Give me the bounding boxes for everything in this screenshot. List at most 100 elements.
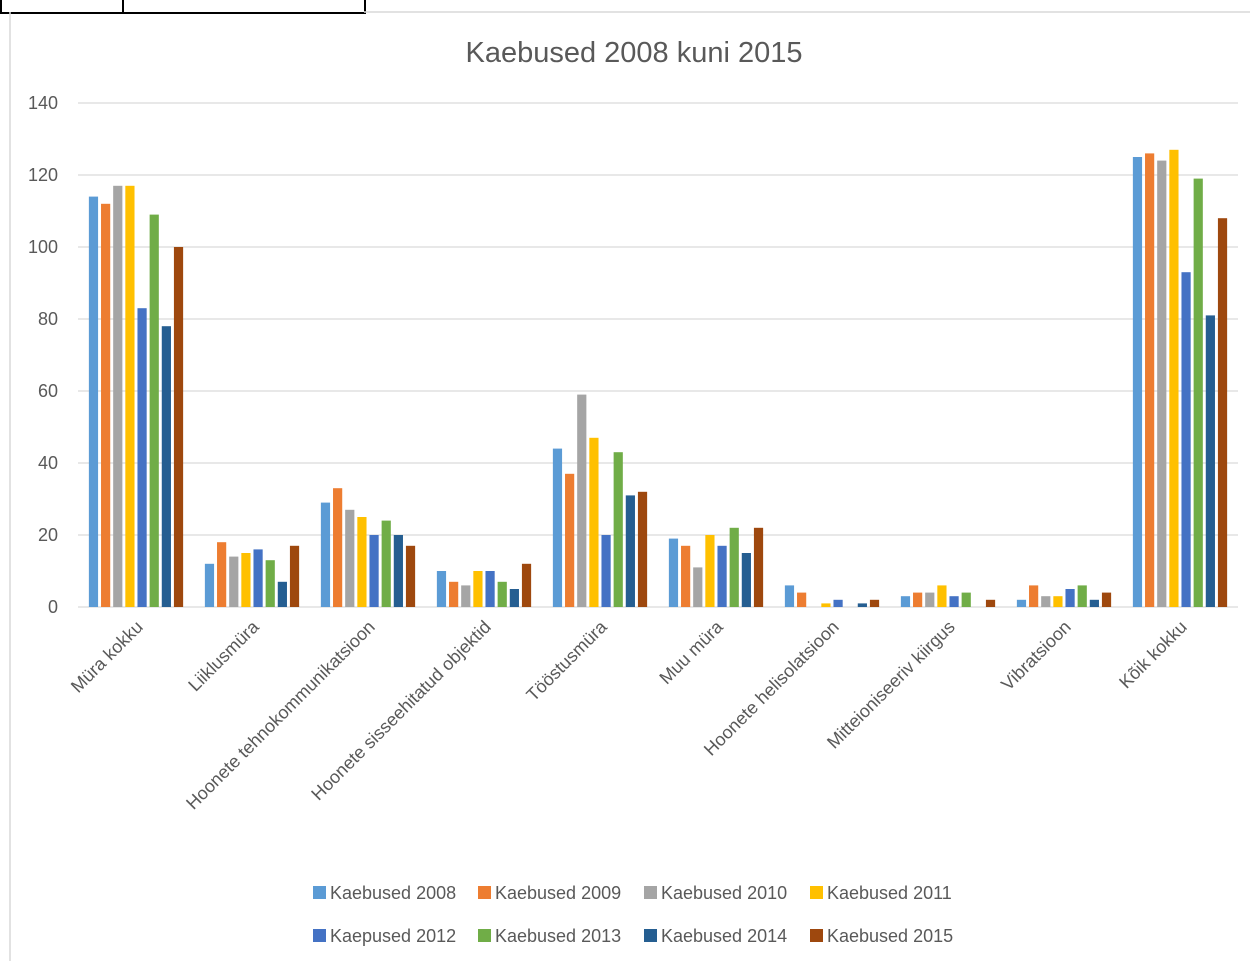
chart-title: Kaebused 2008 kuni 2015 [465,37,802,69]
x-tick-label: Tööstusmüra [522,616,611,705]
bar [589,437,599,607]
y-tick-label: 20 [38,525,58,545]
bar [405,545,416,607]
legend-entry: Kaebused 2008 [330,883,456,903]
bar [729,527,739,607]
bar [821,603,831,607]
bar [784,585,795,607]
legend-entry: Kaebused 2013 [495,926,621,946]
y-tick-label: 80 [38,309,58,329]
legend-entry: Kaebused 2010 [661,883,787,903]
bar [705,535,715,607]
y-tick-label: 100 [28,237,58,257]
bar [101,203,111,608]
bar [937,585,947,607]
bar [204,563,215,607]
legend-entry: Kaebused 2015 [827,926,953,946]
y-tick-label: 60 [38,381,58,401]
bar [229,556,239,607]
bar [637,491,648,607]
bar [1217,218,1228,607]
x-tick-label: Hoonete tehnokommunikatsioon [182,617,379,814]
x-tick-label: Mitteioniseeriv kiirgus [823,617,959,753]
x-tick-label: Müra kokku [67,617,147,697]
bar [1016,599,1027,607]
bar [161,326,171,607]
bar [357,517,367,607]
y-tick-label: 40 [38,453,58,473]
bar [577,394,587,607]
bar [1132,157,1143,607]
y-axis-ticks: 0 20 40 60 80 100 120 140 [28,93,58,617]
bar [265,560,275,607]
bar [753,527,764,607]
bar [289,545,300,607]
x-tick-label: Muu müra [655,616,727,688]
bar [949,596,959,607]
bar [741,553,751,607]
bar [125,185,135,608]
bar [613,452,623,607]
bar [1053,596,1063,607]
bar [1041,596,1051,607]
bar [717,545,727,607]
bar [88,196,99,607]
bar [137,308,147,607]
spreadsheet-cell-border [120,0,366,14]
legend-swatch [810,929,823,942]
bars [88,149,1228,608]
bar [497,581,507,607]
bar [320,502,331,607]
bar [552,448,563,607]
bar [985,599,996,607]
bar [1181,272,1191,607]
bar [333,488,343,607]
gridlines [78,102,1238,608]
bar [625,495,635,607]
bar [913,592,923,607]
bar [173,247,184,607]
legend-swatch [478,886,491,899]
y-tick-label: 120 [28,165,58,185]
bar [961,592,971,607]
bar [681,545,691,607]
legend-swatch [644,886,657,899]
y-tick-label: 0 [48,597,58,617]
bar [1145,153,1155,607]
y-tick-label: 140 [28,93,58,113]
bar [1101,592,1112,607]
bar [217,542,227,607]
bar [1193,178,1203,607]
bar [1169,149,1179,608]
bar [449,581,459,607]
bar [857,603,867,607]
x-tick-label: Liiklusmüra [184,616,263,695]
bar [485,571,495,607]
legend-swatch [313,929,326,942]
bar [521,563,532,607]
legend-entry: Kaepused 2012 [330,926,456,946]
legend-entry: Kaebused 2014 [661,926,787,946]
bar [900,596,911,607]
bar [345,509,355,607]
bar [369,535,379,607]
bar [509,589,519,607]
bar [925,592,935,607]
bar [241,553,251,607]
bar [1205,315,1215,607]
x-tick-label: Hoonete helisolatsioon [700,617,843,760]
x-tick-label: Kõik kokku [1115,617,1191,693]
bar [149,214,159,607]
bar [833,599,843,607]
bar [277,581,287,607]
legend-entry: Kaebused 2011 [827,883,952,903]
bar [1089,599,1099,607]
bar [473,571,483,607]
legend: Kaebused 2008 Kaebused 2009 Kaebused 2010 K… [313,883,953,946]
bar [1065,589,1075,607]
legend-swatch [644,929,657,942]
bar [436,571,447,607]
bar [869,599,880,607]
